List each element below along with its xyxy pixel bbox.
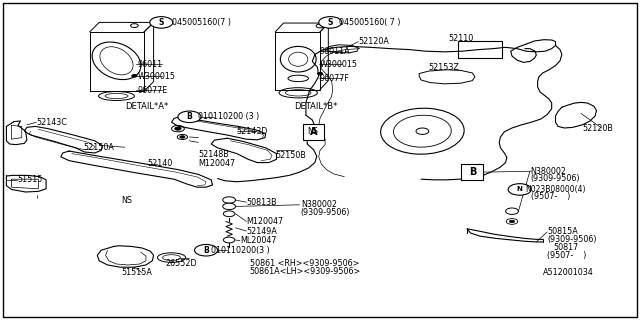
Text: 96011A: 96011A — [320, 47, 351, 56]
Circle shape — [195, 244, 218, 256]
Circle shape — [132, 75, 137, 77]
Text: 52149A: 52149A — [246, 227, 277, 236]
Text: DETAIL*B*: DETAIL*B* — [294, 102, 338, 111]
Circle shape — [506, 219, 518, 224]
Text: (9309-9506): (9309-9506) — [547, 235, 596, 244]
Circle shape — [319, 17, 342, 28]
Circle shape — [508, 184, 531, 195]
Text: 52140: 52140 — [147, 159, 172, 168]
Circle shape — [223, 197, 236, 203]
Circle shape — [223, 203, 236, 210]
Text: 52150A: 52150A — [83, 143, 114, 152]
Text: A512001034: A512001034 — [543, 268, 593, 277]
Text: M120047: M120047 — [198, 159, 236, 168]
Text: 52120A: 52120A — [358, 37, 389, 46]
Circle shape — [416, 128, 429, 134]
Circle shape — [223, 237, 235, 243]
Circle shape — [131, 24, 138, 28]
Text: 26552D: 26552D — [165, 260, 196, 268]
Bar — [461, 164, 483, 180]
Text: N023B08000(4): N023B08000(4) — [525, 185, 586, 194]
Text: 52153Z: 52153Z — [429, 63, 460, 72]
Text: N380002: N380002 — [301, 200, 337, 209]
Bar — [458, 41, 502, 59]
Text: (9507-    ): (9507- ) — [547, 251, 587, 260]
Circle shape — [223, 211, 235, 217]
Text: N380002: N380002 — [530, 167, 566, 176]
Text: 50861A<LH><9309-9506>: 50861A<LH><9309-9506> — [250, 267, 361, 276]
Text: (9507-    ): (9507- ) — [531, 192, 571, 201]
Text: 50813B: 50813B — [246, 198, 277, 207]
Text: 010110200(3 ): 010110200(3 ) — [211, 246, 270, 255]
Text: N: N — [516, 187, 523, 192]
Text: S: S — [159, 18, 164, 27]
Text: DETAIL*A*: DETAIL*A* — [125, 102, 168, 111]
Text: 51515A: 51515A — [122, 268, 152, 277]
Text: 50815A: 50815A — [547, 228, 578, 236]
Text: 010110200 (3 ): 010110200 (3 ) — [198, 112, 260, 121]
Text: 96011: 96011 — [138, 60, 163, 68]
Text: 52143C: 52143C — [36, 118, 67, 127]
Text: 52120B: 52120B — [582, 124, 613, 132]
Circle shape — [316, 24, 324, 28]
Text: 52148B: 52148B — [198, 150, 229, 159]
Text: (9309-9506): (9309-9506) — [301, 208, 350, 217]
Circle shape — [178, 111, 201, 123]
Text: A: A — [310, 127, 317, 137]
Text: 045005160(7 ): 045005160(7 ) — [172, 18, 230, 27]
Bar — [303, 124, 324, 140]
Text: B: B — [204, 246, 209, 255]
Text: M120047: M120047 — [246, 217, 284, 226]
Text: 045005160( 7 ): 045005160( 7 ) — [339, 18, 401, 27]
Text: NS: NS — [122, 196, 132, 204]
Circle shape — [317, 72, 323, 75]
Text: S: S — [328, 18, 333, 27]
Text: B: B — [468, 167, 476, 177]
Circle shape — [180, 136, 185, 138]
Text: 50861 <RH><9309-9506>: 50861 <RH><9309-9506> — [250, 260, 359, 268]
Text: B: B — [187, 112, 192, 121]
Circle shape — [506, 208, 518, 214]
Circle shape — [175, 127, 181, 130]
Text: (9309-9506): (9309-9506) — [530, 174, 579, 183]
Circle shape — [509, 220, 515, 223]
Text: 52143D: 52143D — [237, 127, 268, 136]
Text: 50817: 50817 — [554, 244, 579, 252]
Text: ML20047: ML20047 — [240, 236, 276, 245]
Text: 52110: 52110 — [448, 34, 473, 43]
Text: 51515: 51515 — [17, 175, 43, 184]
Circle shape — [172, 125, 184, 132]
Circle shape — [177, 134, 188, 140]
Text: W300015: W300015 — [138, 72, 175, 81]
Text: 52150B: 52150B — [275, 151, 306, 160]
Circle shape — [150, 17, 173, 28]
Text: W300015: W300015 — [320, 60, 358, 68]
Text: 96077E: 96077E — [138, 86, 168, 95]
Text: NS: NS — [307, 127, 318, 136]
Text: 96077F: 96077F — [320, 74, 350, 83]
